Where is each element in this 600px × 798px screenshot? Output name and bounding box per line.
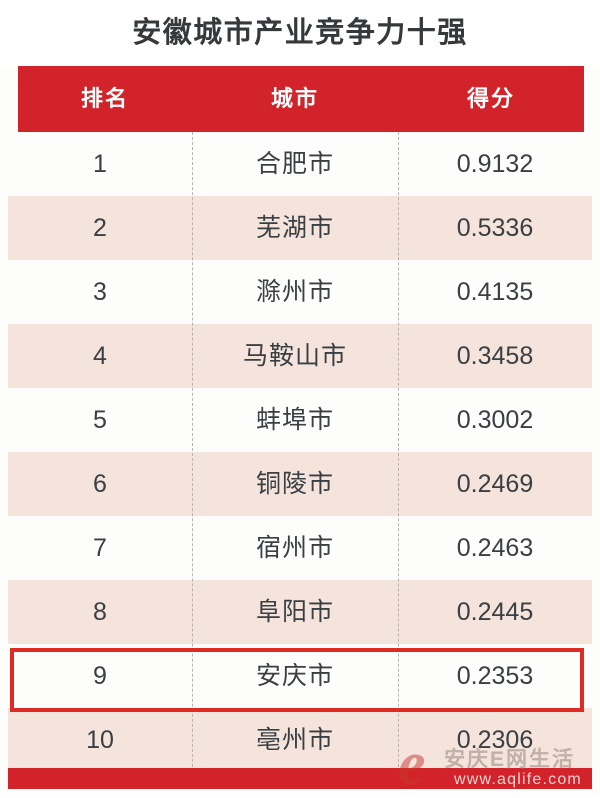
cell-city: 铜陵市 (255, 469, 334, 498)
table-row[interactable]: 1 合肥市 0.9132 (8, 132, 592, 196)
table-row[interactable]: 10 亳州市 0.2306 (8, 708, 592, 772)
cell-score: 0.2463 (456, 533, 534, 562)
cell-city: 马鞍山市 (242, 341, 347, 370)
cell-score: 0.2469 (456, 469, 534, 498)
table-body: 1 合肥市 0.9132 2 芜湖市 0.5336 3 滁州市 0.4135 4… (8, 132, 592, 772)
cell-score: 0.9132 (456, 149, 534, 178)
table-row-highlighted[interactable]: 9 安庆市 0.2353 (8, 644, 592, 708)
table-row[interactable]: 7 宿州市 0.2463 (8, 516, 592, 580)
cell-city: 宿州市 (255, 533, 334, 562)
cell-city: 芜湖市 (255, 213, 334, 242)
page-title: 安徽城市产业竞争力十强 (132, 16, 468, 49)
column-header-rank: 排名 (80, 86, 129, 111)
cell-score: 0.4135 (456, 277, 534, 306)
table-row[interactable]: 8 阜阳市 0.2445 (8, 580, 592, 644)
table-row[interactable]: 2 芜湖市 0.5336 (8, 196, 592, 260)
cell-rank: 6 (93, 469, 107, 498)
cell-city: 合肥市 (255, 149, 334, 178)
title-bar: 安徽城市产业竞争力十强 (0, 0, 600, 66)
cell-rank: 4 (93, 341, 107, 370)
cell-score: 0.3002 (456, 405, 534, 434)
table-row[interactable]: 3 滁州市 0.4135 (8, 260, 592, 324)
cell-rank: 2 (93, 213, 107, 242)
cell-rank: 9 (93, 661, 107, 690)
column-header-score: 得分 (466, 86, 515, 111)
table-row[interactable]: 5 蚌埠市 0.3002 (8, 388, 592, 452)
cell-city: 亳州市 (255, 725, 334, 754)
ranking-table: 排名 城市 得分 1 合肥市 0.9132 2 芜湖市 0.5336 3 滁州市… (0, 66, 600, 772)
cell-rank: 1 (93, 149, 107, 178)
cell-rank: 3 (93, 277, 107, 306)
cell-score: 0.5336 (456, 213, 534, 242)
column-header-city: 城市 (270, 86, 319, 111)
table-row[interactable]: 6 铜陵市 0.2469 (8, 452, 592, 516)
cell-city: 阜阳市 (255, 597, 334, 626)
cell-score: 0.2353 (456, 661, 534, 690)
cell-rank: 8 (93, 597, 107, 626)
cell-score: 0.2306 (456, 725, 534, 754)
table-header-row: 排名 城市 得分 (18, 66, 584, 132)
cell-rank: 5 (93, 405, 107, 434)
cell-rank: 10 (86, 725, 114, 754)
cell-score: 0.2445 (456, 597, 534, 626)
cell-city: 蚌埠市 (255, 405, 334, 434)
cell-rank: 7 (93, 533, 107, 562)
footer-bar (8, 768, 592, 789)
table-row[interactable]: 4 马鞍山市 0.3458 (8, 324, 592, 388)
cell-score: 0.3458 (456, 341, 534, 370)
cell-city: 滁州市 (255, 277, 334, 306)
cell-city: 安庆市 (255, 661, 334, 690)
